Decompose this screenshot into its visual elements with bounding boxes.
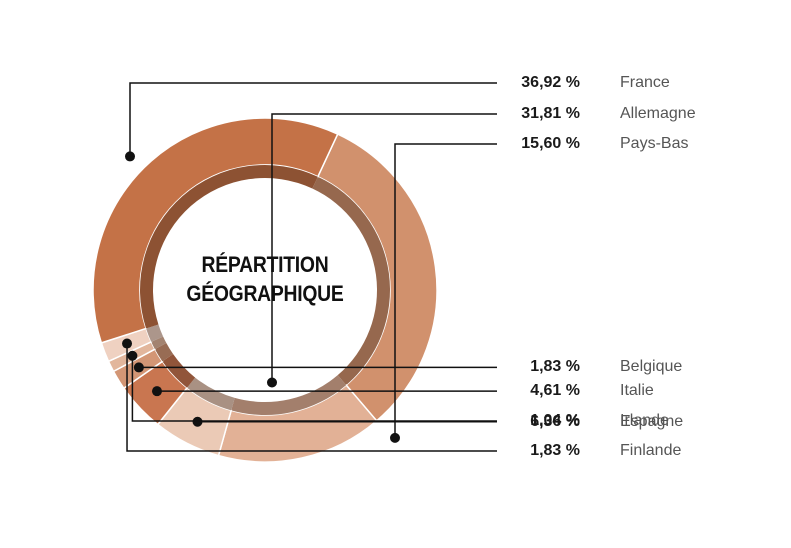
value-label-france: 36,92 %	[521, 74, 580, 91]
leader-dot-belgique	[133, 362, 144, 373]
slice-rim-france	[139, 165, 318, 329]
leader-dot-irlande	[127, 350, 138, 361]
leader-dot-finlande	[122, 338, 133, 349]
legend-label-finlande: Finlande	[620, 442, 682, 459]
slice-rim-pays-bas	[231, 375, 347, 415]
slice-rim-belgique	[154, 343, 174, 362]
slice-rim-allemagne	[312, 176, 390, 386]
leader-line-pays-bas	[394, 143, 497, 438]
chart-title-line-1: RÉPARTITION	[201, 252, 329, 277]
value-label-belgique: 1,83 %	[530, 358, 580, 376]
legend-label-france: France	[620, 74, 670, 91]
legend-label-espagne: Espagne	[620, 412, 684, 430]
slice-rim-espagne	[187, 377, 235, 411]
value-label-italie: 4,61 %	[530, 382, 580, 400]
legend-label-italie: Italie	[620, 382, 654, 400]
legend-label-belgique: Belgique	[620, 358, 683, 376]
chart-title-line-2: GÉOGRAPHIQUE	[186, 281, 344, 306]
value-label-allemagne: 31,81 %	[521, 105, 580, 122]
chart-title: RÉPARTITION GÉOGRAPHIQUE	[168, 250, 362, 308]
value-label-finlande: 1,83 %	[530, 442, 580, 459]
value-label-irlande: 1,04 %	[530, 412, 580, 429]
leader-dot-pays-bas	[390, 432, 400, 443]
leader-dot-allemagne	[267, 377, 277, 388]
leader-line-france	[129, 82, 497, 157]
slice-rim-finlande	[146, 324, 164, 342]
legend-label-irlande: Irlande	[620, 412, 669, 429]
legend-label-allemagne: Allemagne	[620, 105, 696, 122]
slice-rim-italie	[162, 353, 196, 388]
leader-line-irlande	[131, 355, 497, 422]
legend-label-pays-bas: Pays-Bas	[620, 135, 689, 152]
leader-line-allemagne	[271, 113, 497, 383]
leader-line-finlande	[126, 343, 497, 452]
leader-dot-france	[125, 151, 135, 162]
leader-dot-italie	[151, 386, 162, 397]
slice-rim-irlande	[151, 336, 167, 350]
value-label-pays-bas: 15,60 %	[521, 135, 580, 152]
value-label-espagne: 6,36 %	[530, 412, 580, 430]
